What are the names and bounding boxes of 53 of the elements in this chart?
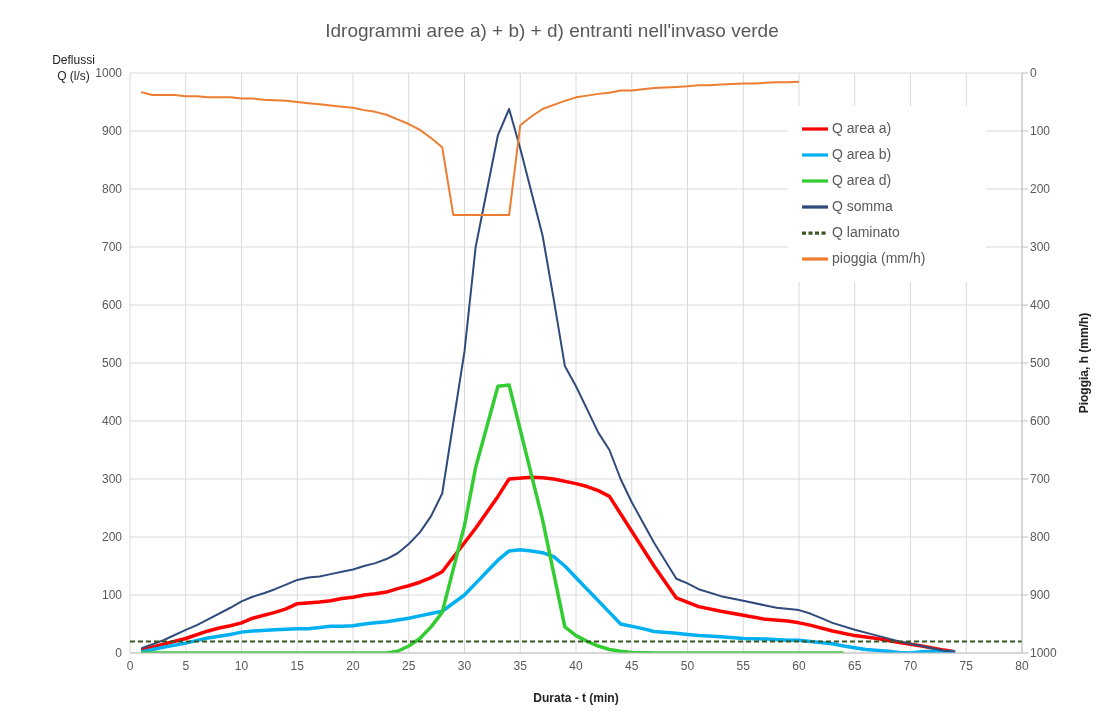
x-tick-label: 45 xyxy=(625,658,639,673)
line-series xyxy=(140,80,800,217)
y-tick-label: 500 xyxy=(101,356,123,371)
y2-tick-label: 700 xyxy=(1030,472,1051,487)
y-tick-label: 0 xyxy=(115,646,123,661)
line-series xyxy=(139,383,846,653)
y-axis-title: Deflussi Q (l/s) xyxy=(52,53,95,83)
y2-axis-title: Pioggia, h (mm/h) xyxy=(1077,312,1092,414)
x-tick-label: 50 xyxy=(680,658,695,673)
legend-label: Q somma xyxy=(832,197,893,214)
x-tick-label: 35 xyxy=(513,658,528,673)
y-tick-label: 400 xyxy=(101,414,123,429)
x-tick-label: 55 xyxy=(736,658,751,673)
y2-tick-label: 600 xyxy=(1030,414,1051,429)
x-tick-label: 0 xyxy=(126,658,134,673)
y2-tick-label: 1000 xyxy=(1030,646,1058,661)
y-tick-label: 700 xyxy=(101,240,123,255)
legend-label: Q area d) xyxy=(832,171,892,188)
legend-label: pioggia (mm/h) xyxy=(832,249,926,266)
chart-title: Idrogrammi aree a) + b) + d) entranti nell'invaso verde xyxy=(324,20,780,42)
x-tick-label: 30 xyxy=(457,658,472,673)
legend-label: Q area a) xyxy=(832,119,892,136)
legend-label: Q laminato xyxy=(832,223,900,240)
x-tick-label: 15 xyxy=(290,658,305,673)
x-tick-label: 20 xyxy=(346,658,360,673)
y-tick-label: 1000 xyxy=(95,66,123,81)
y2-tick-label: 100 xyxy=(1030,124,1051,139)
x-tick-label: 70 xyxy=(903,658,918,673)
y2-tick-label: 800 xyxy=(1030,530,1051,545)
y2-tick-label: 400 xyxy=(1030,298,1051,313)
y2-tick-label: 300 xyxy=(1030,240,1051,255)
y2-tick-label: 200 xyxy=(1030,182,1051,197)
y-tick-label: 600 xyxy=(101,298,123,313)
x-axis-title: Durata - t (min) xyxy=(532,691,620,705)
x-tick-label: 65 xyxy=(848,658,862,673)
x-tick-label: 10 xyxy=(234,658,249,673)
y-tick-label: 900 xyxy=(101,124,123,139)
x-tick-label: 25 xyxy=(402,658,416,673)
line-series xyxy=(139,548,957,653)
x-tick-label: 40 xyxy=(569,658,583,673)
y-tick-label: 300 xyxy=(101,472,123,487)
y2-tick-label: 900 xyxy=(1030,588,1051,603)
x-tick-label: 5 xyxy=(182,658,190,673)
y2-tick-label: 500 xyxy=(1030,356,1051,371)
x-tick-label: 80 xyxy=(1015,658,1029,673)
line-series xyxy=(140,107,957,653)
y2-tick-label: 0 xyxy=(1030,66,1037,81)
x-tick-label: 75 xyxy=(959,658,974,673)
y-tick-label: 800 xyxy=(101,182,123,197)
y-tick-label: 100 xyxy=(101,588,123,603)
y-tick-label: 200 xyxy=(101,530,123,545)
x-tick-label: 60 xyxy=(792,658,806,673)
legend-label: Q area b) xyxy=(832,145,892,162)
